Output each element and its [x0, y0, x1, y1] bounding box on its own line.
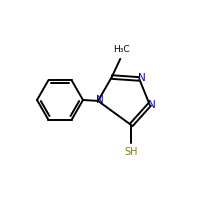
- Text: SH: SH: [124, 147, 138, 157]
- Text: H₃C: H₃C: [113, 45, 130, 54]
- Text: N: N: [138, 73, 146, 83]
- Text: N: N: [96, 95, 104, 105]
- Text: N: N: [148, 100, 156, 110]
